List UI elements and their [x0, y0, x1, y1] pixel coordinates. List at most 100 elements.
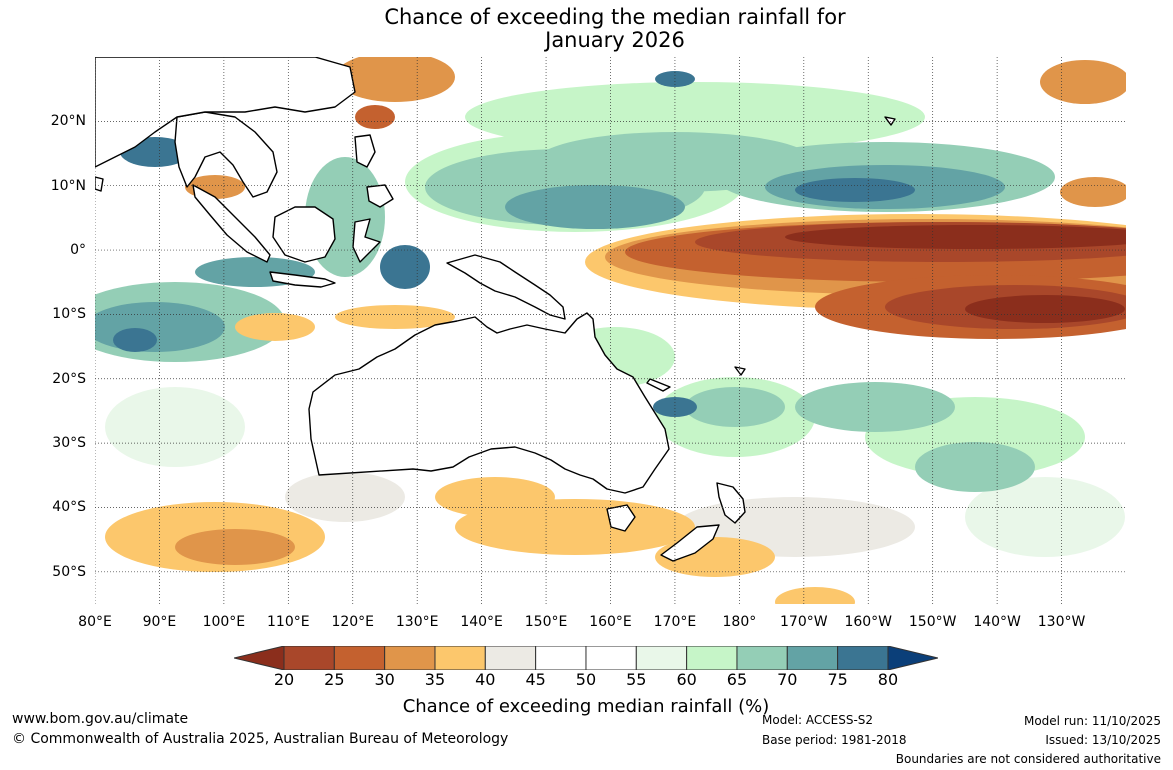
field-patch — [335, 305, 455, 329]
longitude-label: 160°E — [589, 614, 632, 630]
colorbar-tick-label: 20 — [273, 670, 295, 689]
field-patch — [113, 328, 157, 352]
colorbar-above-arrow — [887, 646, 938, 670]
longitude-label: 130°E — [395, 614, 439, 630]
indochina — [174, 111, 278, 198]
longitude-label: 120°E — [331, 614, 375, 630]
colorbar-cells — [283, 646, 889, 670]
colorbar-tick-label: 25 — [324, 670, 345, 689]
colorbar-cell — [283, 646, 335, 670]
issued-text: Issued: 13/10/2025 — [1045, 733, 1161, 747]
field-patch — [653, 397, 697, 417]
latitude-label: 0° — [70, 242, 86, 259]
new-zealand-north — [716, 482, 746, 524]
model-text: Model: ACCESS-S2 — [762, 713, 874, 727]
hawaii — [884, 116, 896, 126]
colorbar-cell — [736, 646, 788, 670]
latitude-label: 20°N — [50, 113, 86, 130]
tasmania — [606, 504, 636, 532]
colorbar-cell — [434, 646, 486, 670]
colorbar-cell — [837, 646, 889, 670]
land-outlines — [95, 57, 896, 562]
latitude-label: 10°N — [50, 177, 86, 194]
field-patch — [380, 245, 430, 289]
longitude-label: 100°E — [202, 614, 246, 630]
longitude-label: 80°E — [78, 614, 112, 630]
field-patch — [785, 225, 1126, 249]
field-patch — [795, 382, 955, 432]
asia-coast — [95, 57, 356, 168]
colorbar-cell — [384, 646, 436, 670]
latitude-label: 40°S — [52, 499, 86, 516]
probability-field — [95, 57, 1126, 604]
field-patch — [435, 477, 555, 517]
new-zealand-south — [660, 524, 720, 562]
chart-title-line-2: January 2026 — [545, 28, 685, 52]
colorbar-tick-label: 45 — [525, 670, 546, 689]
disclaimer-text: Boundaries are not considered authoritat… — [895, 752, 1161, 766]
field-patch — [915, 442, 1035, 492]
borneo — [272, 206, 336, 263]
field-patch — [1060, 177, 1126, 207]
colorbar-tick-label: 40 — [475, 670, 496, 689]
philippines-mindanao — [366, 184, 394, 208]
map-panel — [95, 57, 1126, 604]
colorbar-tick-label: 70 — [777, 670, 798, 689]
colorbar — [234, 646, 938, 670]
colorbar-cell — [686, 646, 738, 670]
colorbar-title: Chance of exceeding median rainfall (%) — [402, 696, 770, 717]
longitude-label: 140°E — [460, 614, 503, 630]
new-guinea — [446, 254, 566, 320]
sulawesi — [352, 218, 381, 263]
latitude-label: 30°S — [52, 435, 86, 452]
colorbar-tick-label: 55 — [626, 670, 647, 689]
colorbar-tick-label: 75 — [827, 670, 848, 689]
colorbar-cell — [484, 646, 537, 670]
field-patch — [965, 477, 1125, 557]
colorbar-cell — [585, 646, 637, 670]
longitude-label: 170°E — [653, 614, 697, 630]
field-patch — [335, 57, 455, 102]
longitude-label: 110°E — [267, 614, 310, 630]
latitude-label: 20°S — [52, 370, 86, 387]
longitude-label: 150°E — [524, 614, 568, 630]
field-patch — [685, 387, 785, 427]
new-caledonia — [646, 378, 671, 392]
sri-lanka — [95, 176, 104, 192]
copyright-text: © Commonwealth of Australia 2025, Austra… — [12, 731, 509, 747]
field-patch — [1040, 60, 1126, 104]
base-period-text: Base period: 1981-2018 — [762, 733, 907, 747]
field-patch — [795, 178, 915, 202]
rainfall-probability-map — [95, 57, 1126, 604]
colorbar-below-arrow — [234, 646, 285, 670]
colorbar-tick-label: 60 — [676, 670, 697, 689]
colorbar-cell — [333, 646, 386, 670]
colorbar-cell — [635, 646, 688, 670]
longitude-label: 160°W — [844, 614, 893, 630]
website-text: www.bom.gov.au/climate — [12, 711, 189, 727]
fiji — [734, 366, 746, 376]
philippines-luzon — [354, 134, 376, 168]
longitude-label: 130°W — [1037, 614, 1086, 630]
field-patch — [235, 313, 315, 341]
colorbar-tick-label: 30 — [374, 670, 395, 689]
chart-title-line-1: Chance of exceeding the median rainfall … — [384, 5, 846, 29]
colorbar-cell — [535, 646, 587, 670]
field-patch — [285, 472, 405, 522]
java — [269, 271, 336, 288]
colorbar-tick-label: 65 — [726, 670, 748, 689]
colorbar-tick-label: 50 — [575, 670, 597, 689]
longitude-label: 90°E — [142, 614, 177, 630]
australia-landmass — [308, 312, 670, 494]
longitude-label: 140°W — [973, 614, 1021, 630]
model-run-text: Model run: 11/10/2025 — [1023, 714, 1161, 728]
field-patch — [505, 185, 685, 229]
graticule — [95, 57, 1126, 604]
field-patch — [175, 529, 295, 565]
colorbar-cell — [786, 646, 839, 670]
sumatra — [192, 184, 271, 263]
longitude-label: 180° — [722, 614, 757, 630]
longitude-label: 150°W — [908, 614, 957, 630]
field-patch — [355, 105, 395, 129]
field-patch — [965, 295, 1125, 323]
